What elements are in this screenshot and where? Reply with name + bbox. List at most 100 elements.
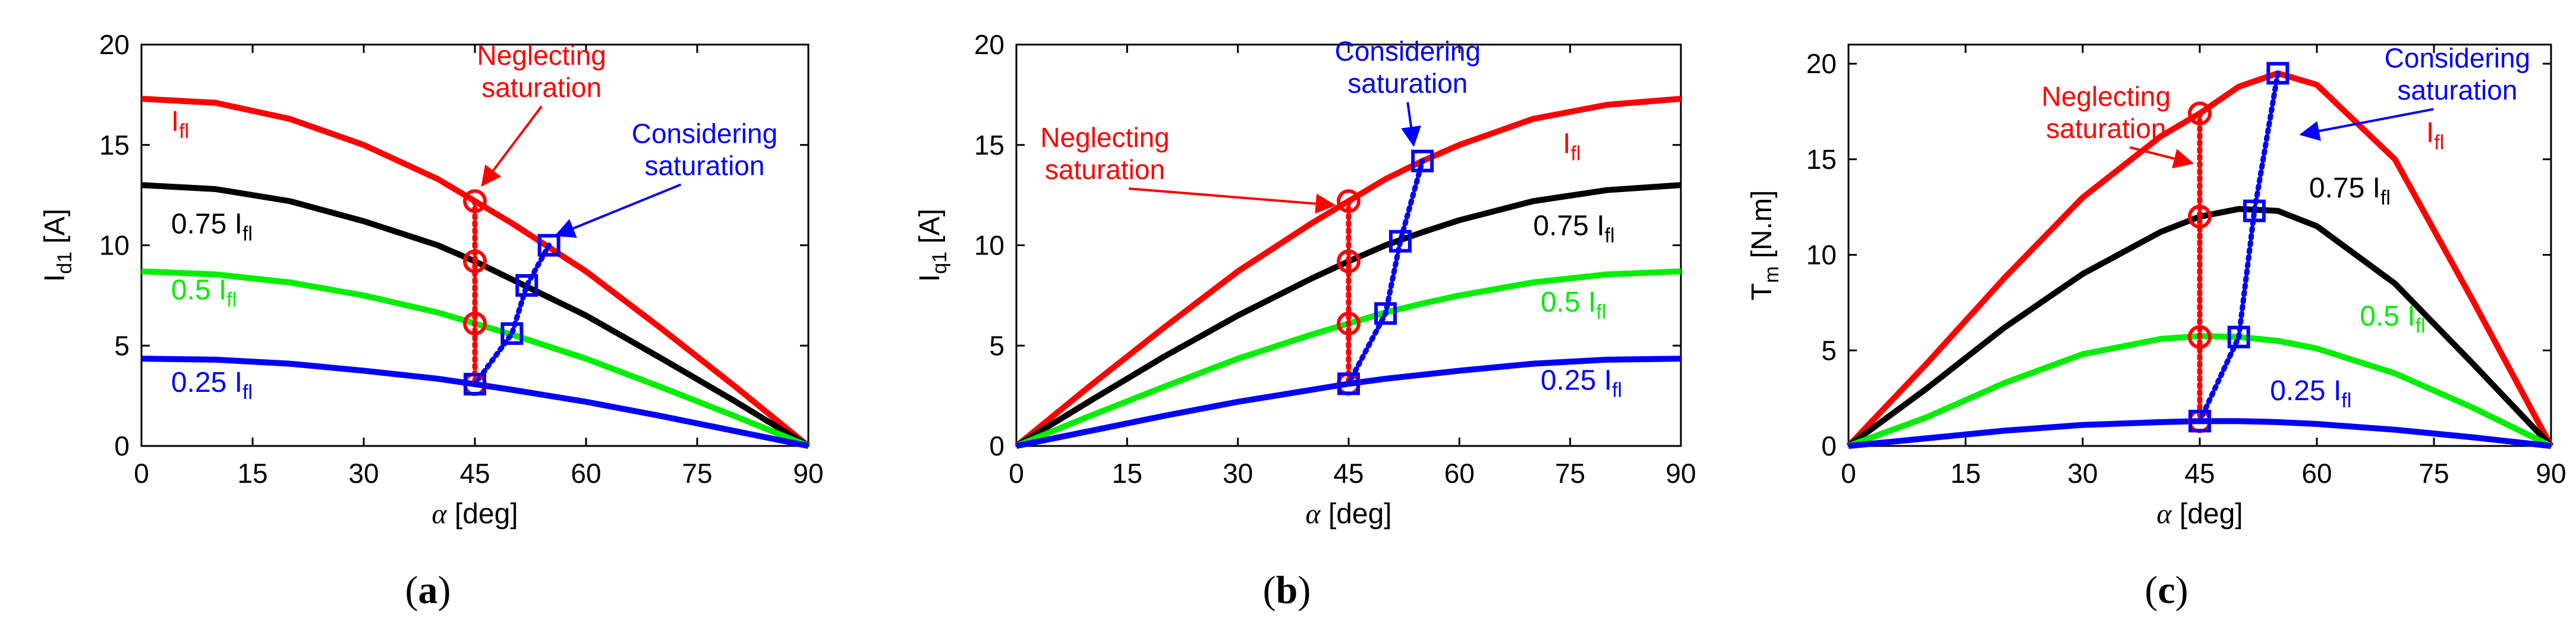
y-axis-label: Id1 [A] [39,209,76,282]
series-label-i025: 0.25 Ifl [2270,375,2351,412]
x-tick-label: 15 [1112,458,1142,489]
x-tick-label: 45 [1333,458,1363,489]
x-tick-label: 60 [571,458,601,489]
x-tick-label: 45 [459,458,490,489]
x-axis-label: α [deg] [432,498,518,530]
annotation-arrow-neglect [1128,187,1336,214]
neglecting-point [1337,189,1361,213]
y-tick-label: 5 [1821,335,1837,366]
x-tick-label: 30 [348,458,379,489]
series-line-i05 [141,268,810,449]
panel-a: 0 15 30 45 60 75 90 0 5 10 15 20 α [deg] Id1 [A] Ifl 0.… [39,29,824,530]
series-label-i05: 0.5 Ifl [171,275,237,312]
annotation-neglect: Neglecting saturation [1040,122,1169,185]
neglecting-point [2188,205,2212,229]
neglecting-point [2188,101,2212,125]
y-tick-label: 0 [1821,431,1837,461]
y-tick-label: 20 [974,29,1004,60]
series-label-i075: 0.75 Ifl [2309,172,2391,209]
considering-dotted-line [1346,158,1425,387]
series-label-i075: 0.75 Ifl [1533,210,1615,247]
x-tick-label: 0 [134,458,149,489]
series-line-i05 [1015,268,1681,449]
series-line-i075 [1015,182,1681,449]
annotation-arrow-consider [2299,108,2434,142]
x-tick-label: 75 [682,458,712,489]
series-line-i075 [1847,206,2553,449]
caption-a: (a) [405,568,451,612]
x-tick-label: 90 [793,458,823,489]
annotation-arrow-consider [554,183,682,238]
annotation-neglect: Neglecting saturation [477,40,606,103]
x-tick-label: 30 [2067,458,2098,489]
considering-point [2266,62,2290,85]
x-tick-label: 90 [1665,458,1696,489]
y-tick-label: 10 [99,230,130,261]
neglecting-point [2188,325,2212,349]
neglecting-point [463,189,487,213]
considering-point [464,373,486,396]
x-tick-label: 45 [2184,458,2215,489]
x-tick-label: 30 [1223,458,1253,489]
series-line-ifl [1014,96,1681,448]
y-tick-label: 15 [99,130,130,161]
series-line-i05 [1847,333,2553,449]
neglecting-point [1337,249,1361,274]
series-line-ifl [141,96,811,448]
caption-c: (c) [2144,568,2188,612]
y-axis-label: Iq1 [A] [914,209,951,282]
annotation-consider: Considering saturation [1335,36,1481,99]
considering-dotted-line [2197,70,2281,424]
x-tick-label: 60 [2301,458,2332,489]
panel-c: 0 15 30 45 60 75 90 0 5 10 15 20 α [deg] Tm [N.m] Ifl 0… [1746,43,2566,530]
series-label-i025: 0.25 Ifl [1541,365,1622,402]
series-line-ifl [1846,70,2554,448]
y-tick-label: 20 [99,29,130,60]
considering-point [1374,302,1397,325]
x-tick-label: 15 [237,458,267,489]
annotation-arrow-neglect [2129,146,2194,169]
series-label-ifl: Ifl [1563,128,1580,165]
series-label-i075: 0.75 Ifl [171,208,253,245]
series-line-i025 [141,356,809,449]
considering-point [2227,325,2250,348]
y-tick-label: 10 [1806,240,1837,271]
annotation-neglect: Neglecting saturation [2042,81,2171,144]
considering-point [515,274,538,297]
y-tick-label: 0 [114,431,130,461]
series-label-i05: 0.5 Ifl [1541,287,1606,323]
series-label-i05: 0.5 Ifl [2360,301,2425,338]
series-line-i025 [1848,418,2552,449]
considering-point [1337,372,1360,395]
y-tick-label: 0 [989,431,1004,461]
y-tick-label: 10 [974,230,1004,261]
considering-dotted-line [472,243,552,387]
panel-b: 0 15 30 45 60 75 90 0 5 10 15 20 α [deg] Iq1 [A] Ifl 0.… [914,29,1696,530]
considering-point [2188,410,2211,433]
x-tick-label: 75 [2418,458,2449,489]
considering-point [2243,199,2266,222]
considering-point [500,322,524,345]
y-tick-label: 5 [989,330,1004,361]
series-line-i075 [141,182,810,449]
considering-point [537,234,560,257]
caption-b: (b) [1262,568,1311,612]
x-tick-label: 0 [1009,458,1024,489]
y-tick-label: 15 [1806,144,1837,175]
x-tick-label: 75 [1555,458,1585,489]
x-axis-label: α [deg] [2156,498,2243,530]
neglecting-point [463,249,487,274]
y-tick-label: 15 [974,130,1004,161]
x-tick-label: 0 [1841,458,1856,489]
annotation-consider: Considering saturation [2385,43,2530,106]
neglecting-point [463,312,487,336]
series-line-i025 [1016,356,1681,449]
x-tick-label: 15 [1950,458,1980,489]
y-tick-label: 20 [1806,48,1837,79]
considering-point [1388,230,1412,253]
x-axis-label: α [deg] [1305,498,1391,530]
y-tick-label: 5 [114,330,130,361]
series-label-ifl: Ifl [2426,117,2444,154]
y-axis-label: Tm [N.m] [1746,190,1783,301]
series-label-i025: 0.25 Ifl [171,367,253,404]
